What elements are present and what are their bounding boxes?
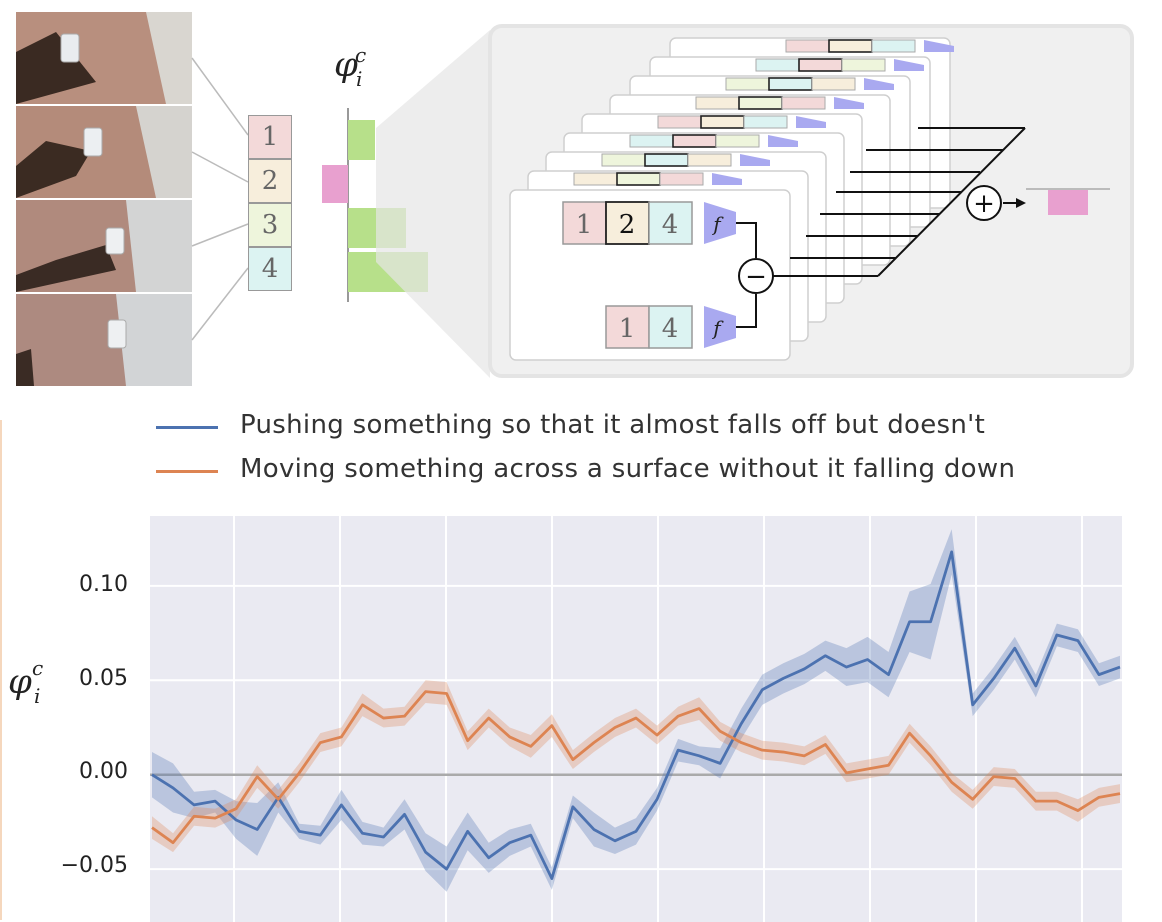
back-card-box (573, 172, 618, 186)
zoom-wedge (376, 30, 490, 378)
back-card-f (796, 116, 826, 128)
back-card-box (601, 153, 646, 167)
diagram-bottom-box-2: 4 (662, 314, 679, 344)
series-band-2 (152, 680, 1120, 853)
frame-image-2 (16, 106, 192, 198)
plus-icon (966, 185, 1002, 221)
phi-bar-1 (348, 120, 375, 160)
diagram-top-box-2: 2 (619, 210, 636, 240)
frame-connectors (191, 57, 249, 341)
back-card-box (725, 77, 770, 91)
diagram-top-box-1: 1 (576, 210, 593, 240)
result-bar (1048, 190, 1088, 215)
frame-image-1 (16, 12, 192, 104)
legend-label-orange: Moving something across a surface withou… (240, 454, 1016, 484)
video-frame-2 (16, 106, 192, 198)
back-card-box (768, 77, 813, 91)
back-card-box (828, 39, 873, 53)
y-tick-2: 0.05 (79, 666, 128, 691)
stacked-cards-diagram: 1 2 4 f 1 4 f − + (509, 37, 1110, 361)
diagram-bottom-box-1: 1 (619, 314, 636, 344)
back-card-box (616, 172, 661, 186)
y-tick-4: −0.05 (60, 853, 128, 878)
y-tick-1: 0.10 (79, 572, 128, 597)
series-band-1 (152, 529, 1120, 892)
back-card-f (740, 154, 770, 166)
video-frame-3 (16, 200, 192, 292)
back-card-box (871, 39, 916, 53)
video-frame-4 (16, 294, 192, 386)
video-frame-1 (16, 12, 192, 104)
svg-text:−: − (745, 262, 767, 292)
left-accent (0, 420, 2, 920)
back-card-box (700, 115, 745, 129)
sequence-box-1: 1 (248, 115, 292, 159)
back-card-box (743, 115, 788, 129)
back-card-box (785, 39, 830, 53)
phi-sup: c (355, 43, 366, 67)
sequence-box-2: 2 (248, 159, 292, 203)
back-card-box (841, 58, 886, 72)
back-card-box (811, 77, 856, 91)
legend-line-orange (156, 470, 218, 473)
legend-line-blue (156, 426, 218, 429)
back-card-box (695, 96, 740, 110)
series-line-2 (151, 690, 1121, 845)
frame-image-4 (16, 294, 192, 386)
back-card-box (629, 134, 674, 148)
diagram-top-box-3: 4 (662, 210, 679, 240)
series-line-1 (151, 550, 1121, 880)
f-function-bottom (704, 306, 736, 348)
back-card-box (738, 96, 783, 110)
back-card-f (864, 78, 894, 90)
svg-text:+: + (973, 189, 995, 219)
sequence-box-3: 3 (248, 203, 292, 247)
back-card-f (768, 135, 798, 147)
back-card-box (659, 172, 704, 186)
back-card-box (657, 115, 702, 129)
back-card-box (672, 134, 717, 148)
phi-label: φ (334, 45, 358, 85)
f-function-top (704, 202, 736, 244)
frame-image-3 (16, 200, 192, 292)
back-card-box (781, 96, 826, 110)
phi-sub: i (356, 67, 362, 91)
back-card-f (712, 173, 742, 185)
y-tick-3: 0.00 (79, 759, 128, 784)
back-card-box (798, 58, 843, 72)
back-card-f (894, 59, 924, 71)
back-card-box (755, 58, 800, 72)
back-card-f (924, 40, 954, 52)
aggregation-lines (773, 127, 1026, 277)
back-card-box (687, 153, 732, 167)
back-card-f (834, 97, 864, 109)
back-card-box (715, 134, 760, 148)
line-chart (150, 516, 1122, 922)
sequence-box-4: 4 (248, 247, 292, 291)
back-card-box (644, 153, 689, 167)
phi-bar-2 (322, 165, 348, 203)
legend-label-blue: Pushing something so that it almost fall… (240, 410, 986, 440)
